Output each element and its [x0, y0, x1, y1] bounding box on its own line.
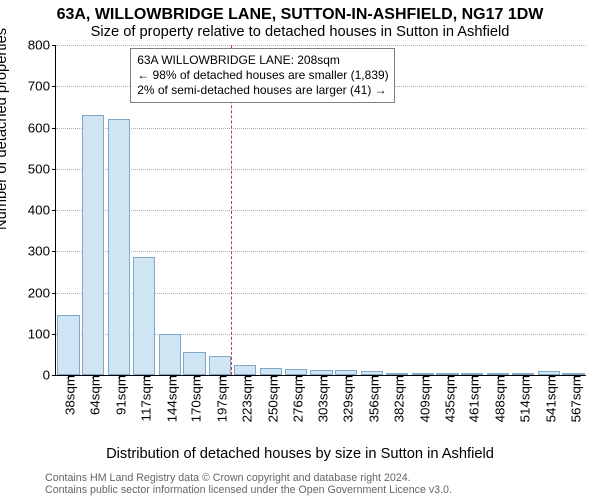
- histogram-bar: [260, 368, 282, 375]
- histogram-bar: [57, 315, 79, 375]
- x-tick-label: 514sqm: [513, 375, 532, 422]
- attribution-line2: Contains public sector information licen…: [45, 484, 585, 496]
- x-tick-label: 276sqm: [286, 375, 305, 422]
- x-tick-label: 144sqm: [160, 375, 179, 422]
- histogram-bar: [209, 356, 231, 375]
- histogram-bar: [108, 119, 130, 375]
- gridline: [56, 128, 586, 129]
- info-box-line2: ← 98% of detached houses are smaller (1,…: [137, 68, 388, 83]
- y-tick-label: 700: [28, 79, 56, 94]
- histogram-bar: [133, 257, 155, 375]
- x-tick-label: 567sqm: [564, 375, 583, 422]
- info-box-line1: 63A WILLOWBRIDGE LANE: 208sqm: [137, 53, 388, 68]
- y-tick-label: 400: [28, 203, 56, 218]
- y-tick-label: 500: [28, 161, 56, 176]
- y-tick-label: 800: [28, 38, 56, 53]
- info-box: 63A WILLOWBRIDGE LANE: 208sqm ← 98% of d…: [130, 48, 395, 103]
- chart-title-line2: Size of property relative to detached ho…: [0, 24, 600, 40]
- histogram-bar: [82, 115, 104, 375]
- x-tick-label: 435sqm: [438, 375, 457, 422]
- attribution-line1: Contains HM Land Registry data © Crown c…: [45, 472, 585, 484]
- x-tick-label: 250sqm: [261, 375, 280, 422]
- x-tick-label: 382sqm: [387, 375, 406, 422]
- y-tick-label: 600: [28, 120, 56, 135]
- histogram-bar: [234, 365, 256, 375]
- y-tick-label: 100: [28, 326, 56, 341]
- gridline: [56, 210, 586, 211]
- chart-container: 63A, WILLOWBRIDGE LANE, SUTTON-IN-ASHFIE…: [0, 0, 600, 500]
- gridline: [56, 45, 586, 46]
- x-tick-label: 541sqm: [539, 375, 558, 422]
- gridline: [56, 169, 586, 170]
- x-tick-label: 303sqm: [312, 375, 331, 422]
- x-tick-label: 329sqm: [337, 375, 356, 422]
- x-tick-label: 223sqm: [236, 375, 255, 422]
- x-tick-label: 170sqm: [185, 375, 204, 422]
- x-tick-label: 91sqm: [110, 375, 129, 415]
- x-tick-label: 461sqm: [463, 375, 482, 422]
- y-tick-label: 0: [43, 368, 56, 383]
- y-tick-label: 300: [28, 244, 56, 259]
- histogram-bar: [183, 352, 205, 375]
- histogram-bar: [159, 334, 181, 375]
- chart-title-line1: 63A, WILLOWBRIDGE LANE, SUTTON-IN-ASHFIE…: [0, 6, 600, 24]
- x-axis-label: Distribution of detached houses by size …: [0, 446, 600, 462]
- info-box-line3: 2% of semi-detached houses are larger (4…: [137, 83, 388, 98]
- x-tick-label: 117sqm: [134, 375, 153, 421]
- x-tick-label: 64sqm: [84, 375, 103, 415]
- x-tick-label: 356sqm: [363, 375, 382, 422]
- x-tick-label: 197sqm: [211, 375, 230, 422]
- y-axis-label: Number of detached properties: [0, 28, 10, 230]
- x-tick-label: 38sqm: [59, 375, 78, 415]
- gridline: [56, 251, 586, 252]
- x-tick-label: 488sqm: [489, 375, 508, 422]
- x-tick-label: 409sqm: [413, 375, 432, 422]
- plot-area: 010020030040050060070080038sqm64sqm91sqm…: [55, 45, 586, 376]
- y-tick-label: 200: [28, 285, 56, 300]
